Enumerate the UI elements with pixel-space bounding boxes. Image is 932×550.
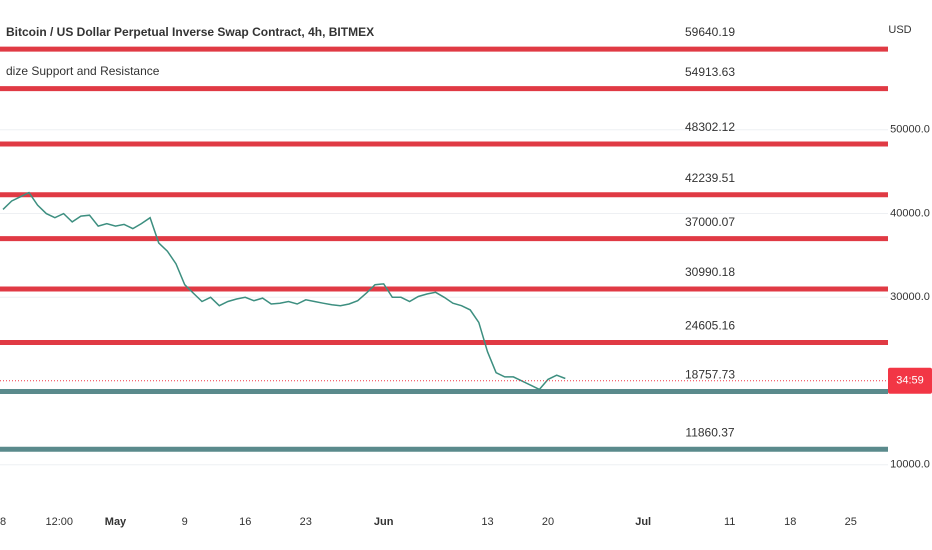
level-label: 54913.63 xyxy=(685,65,735,79)
x-tick-label: 8 xyxy=(0,516,6,528)
x-tick-label: 9 xyxy=(182,516,188,528)
x-tick-label: 16 xyxy=(239,516,251,528)
x-tick-label: Jun xyxy=(374,516,394,528)
countdown: 34:59 xyxy=(896,375,924,387)
axes: 10000.0 30000.0 40000.0 50000.0 8 12:00 May 9 16… xyxy=(0,124,932,528)
level-label: 18757.73 xyxy=(685,368,735,382)
level-label: 48302.12 xyxy=(685,120,735,134)
y-tick-label: 40000.0 xyxy=(890,207,930,219)
grid xyxy=(0,129,888,466)
x-tick-label: 23 xyxy=(300,516,312,528)
level-label: 42239.51 xyxy=(685,171,735,185)
y-tick-label: 10000.0 xyxy=(890,459,930,471)
price-line xyxy=(2,191,566,391)
x-tick-label: May xyxy=(105,516,127,528)
indicator-name: dize Support and Resistance xyxy=(6,64,160,78)
plot xyxy=(2,191,566,391)
level-label: 24605.16 xyxy=(685,319,735,333)
chart-title: Bitcoin / US Dollar Perpetual Inverse Sw… xyxy=(6,25,374,39)
x-tick-label: 18 xyxy=(784,516,796,528)
x-tick-label: 12:00 xyxy=(45,516,73,528)
x-tick-label: Jul xyxy=(635,516,651,528)
y-tick-label: 30000.0 xyxy=(890,291,930,303)
x-tick-label: 13 xyxy=(481,516,493,528)
price-badge xyxy=(888,367,932,394)
y-tick-label: 50000.0 xyxy=(890,124,930,136)
currency: USD xyxy=(888,24,911,36)
level-label: 59640.19 xyxy=(685,25,735,39)
x-tick-label: 20 xyxy=(542,516,554,528)
x-tick-label: 11 xyxy=(724,516,735,528)
levels: 59640.19 54913.63 48302.12 42239.51 37000.07… xyxy=(0,25,888,452)
level-label: 37000.07 xyxy=(685,215,735,229)
level-label: 30990.18 xyxy=(685,265,735,279)
level-label: 11860.37 xyxy=(685,425,734,439)
x-tick-label: 25 xyxy=(845,516,857,528)
